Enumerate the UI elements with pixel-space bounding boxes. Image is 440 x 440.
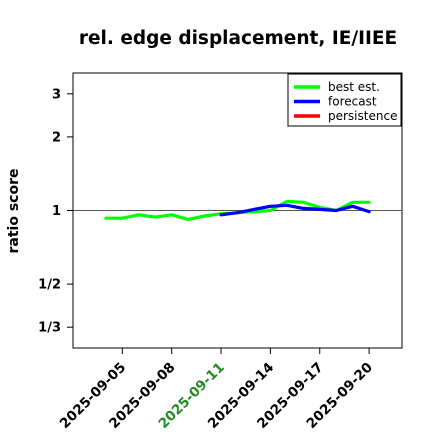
series-line-forecast (219, 203, 371, 217)
y-tick-label: 1/3 (38, 321, 61, 336)
legend-label: best est. (328, 80, 380, 94)
legend-label: persistence (328, 109, 397, 123)
x-axis: 2025-09-052025-09-082025-09-112025-09-14… (57, 348, 376, 432)
y-tick-label: 3 (52, 87, 61, 102)
y-tick-label: 2 (52, 130, 61, 145)
chart-title: rel. edge displacement, IE/IIEE (79, 28, 397, 49)
y-axis: 1/3 1/2 1 2 3 (38, 87, 73, 336)
y-tick-label: 1/2 (38, 278, 61, 293)
y-axis-label: ratio score (6, 169, 22, 254)
legend-label: forecast (328, 95, 377, 109)
series-lines (104, 199, 371, 221)
y-tick-label: 1 (52, 204, 61, 219)
